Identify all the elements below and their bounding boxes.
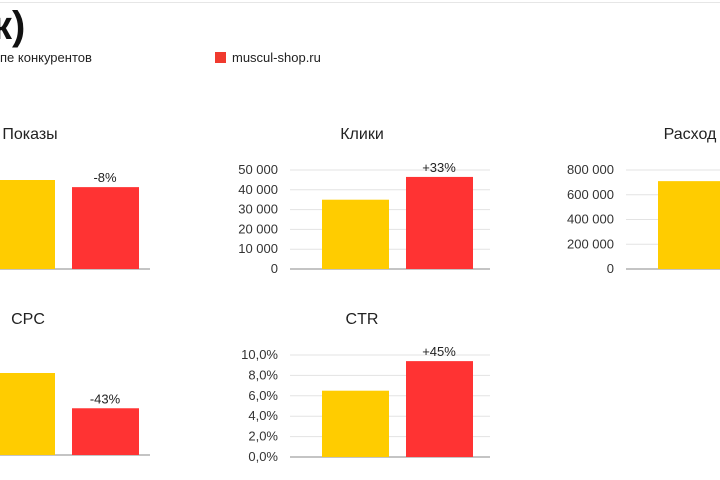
bar-competitors bbox=[322, 199, 389, 269]
legend-competitors: пе конкурентов bbox=[0, 50, 92, 65]
y-tick-label: 200 000 bbox=[567, 236, 614, 251]
top-divider bbox=[0, 2, 720, 3]
legend-label: muscul-shop.ru bbox=[232, 50, 321, 65]
y-tick-label: 50 000 bbox=[238, 162, 278, 177]
y-tick-label: 400 000 bbox=[567, 212, 614, 227]
bar-competitors bbox=[0, 373, 55, 455]
y-tick-label: 2,0% bbox=[248, 429, 278, 444]
chart-title: CPC bbox=[11, 311, 45, 328]
bar-site bbox=[72, 408, 139, 455]
bar-competitors bbox=[658, 181, 720, 269]
y-tick-label: 30 000 bbox=[238, 202, 278, 217]
y-tick-label: 0,0% bbox=[248, 449, 278, 464]
slide-title: к) bbox=[0, 4, 26, 48]
bar-competitors bbox=[322, 390, 389, 457]
y-tick-label: 8,0% bbox=[248, 367, 278, 382]
chart-title: Расход bbox=[664, 126, 717, 143]
legend-swatch bbox=[215, 52, 226, 63]
y-tick-label: 6,0% bbox=[248, 388, 278, 403]
legend-label: пе конкурентов bbox=[0, 50, 92, 65]
change-label: +45% bbox=[422, 344, 456, 359]
bar-site bbox=[72, 187, 139, 269]
bar-site bbox=[406, 176, 473, 269]
y-tick-label: 40 000 bbox=[238, 182, 278, 197]
bar-site bbox=[406, 361, 473, 457]
change-label: -8% bbox=[93, 170, 117, 185]
chart-title: Клики bbox=[340, 126, 384, 143]
change-label: -43% bbox=[90, 391, 121, 406]
legend-site: muscul-shop.ru bbox=[215, 50, 321, 65]
y-tick-label: 4,0% bbox=[248, 408, 278, 423]
y-tick-label: 10 000 bbox=[238, 241, 278, 256]
chart-title: Показы bbox=[2, 126, 57, 143]
bar-competitors bbox=[0, 180, 55, 269]
y-tick-label: 800 000 bbox=[567, 162, 614, 177]
y-tick-label: 600 000 bbox=[567, 187, 614, 202]
change-label: +33% bbox=[422, 160, 456, 175]
y-tick-label: 0 bbox=[607, 261, 614, 276]
chart-title: CTR bbox=[346, 311, 379, 328]
y-tick-label: 10,0% bbox=[241, 347, 278, 362]
y-tick-label: 0 bbox=[271, 261, 278, 276]
y-tick-label: 20 000 bbox=[238, 221, 278, 236]
